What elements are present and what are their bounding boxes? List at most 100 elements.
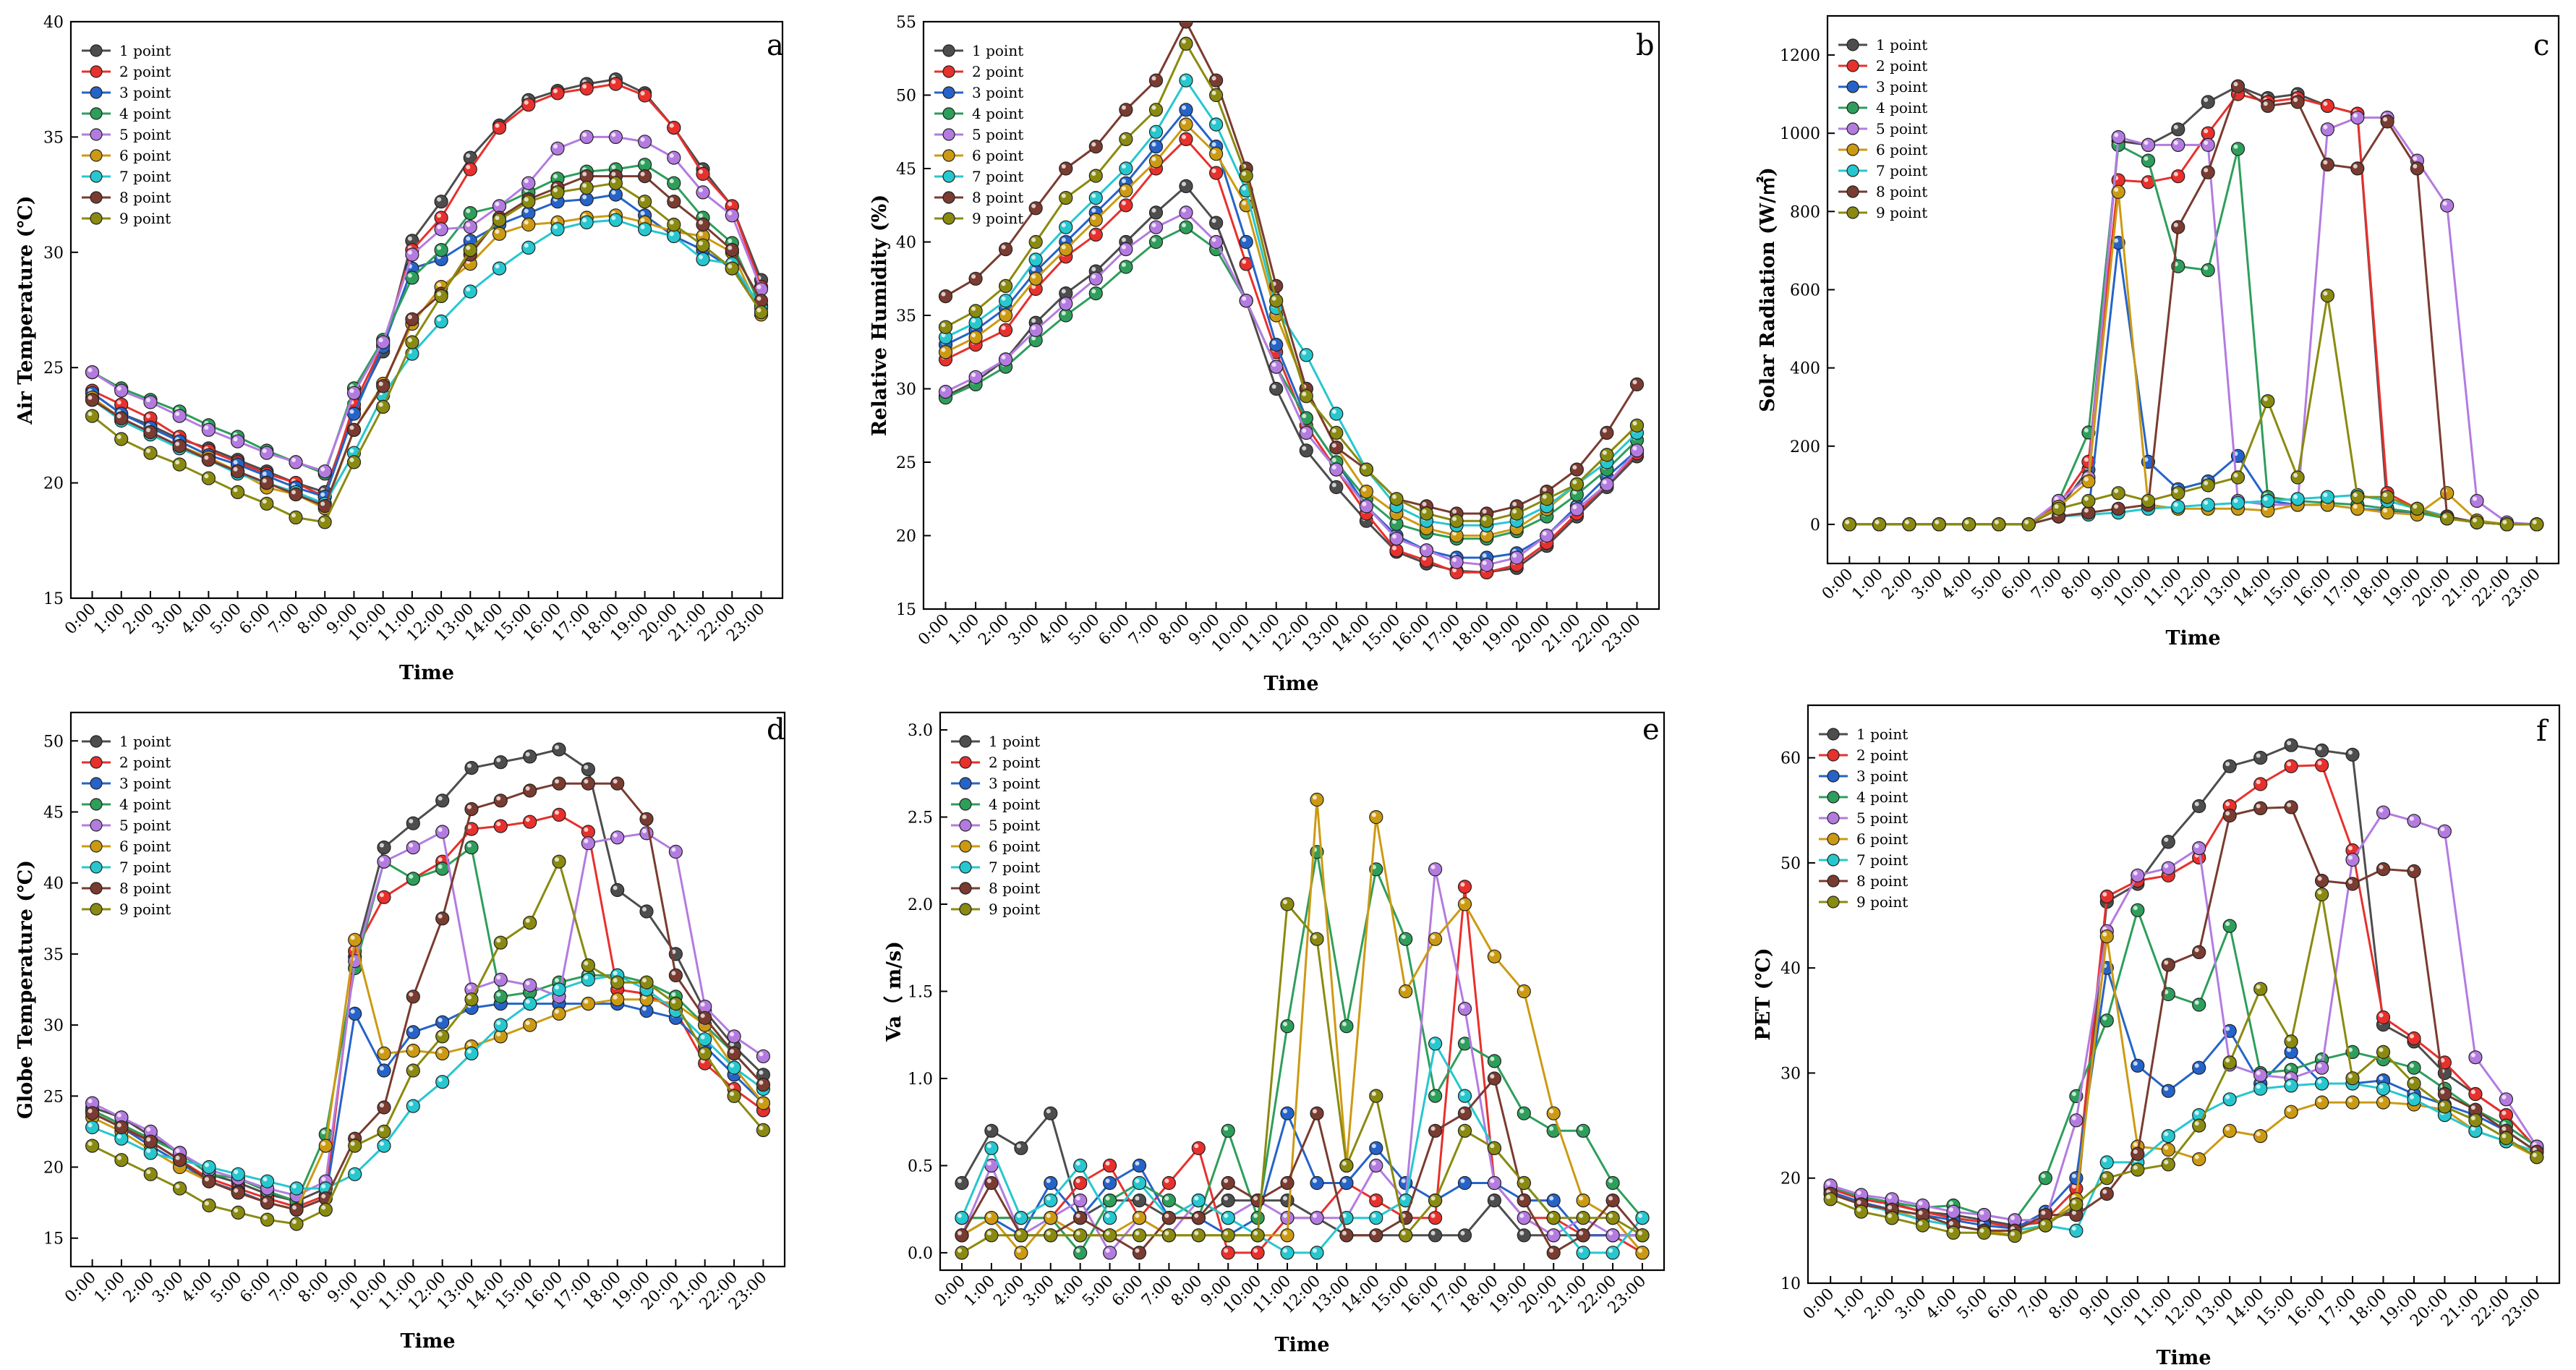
panel-a-data-point <box>696 217 710 232</box>
panel-c-data-point-highlight <box>2383 493 2388 498</box>
panel-a-data-point <box>260 475 274 490</box>
panel-a-data-point <box>608 176 623 190</box>
panel-a-data-point-highlight <box>699 220 703 225</box>
panel-f-data-point <box>2345 852 2360 867</box>
panel-b-data-point-highlight <box>1242 171 1247 176</box>
panel-e-data-point <box>1280 1246 1295 1260</box>
panel-f-data-point-highlight <box>2287 762 2292 767</box>
panel-a-data-point-highlight <box>495 264 500 269</box>
panel-d-data-point <box>85 1106 100 1120</box>
panel-a-data-point-highlight <box>669 153 674 158</box>
panel-c-data-point <box>1872 517 1887 532</box>
panel-a-data-point-highlight <box>437 197 442 202</box>
panel-b-data-point-highlight <box>1302 428 1307 433</box>
panel-a-plot-area <box>85 72 769 529</box>
panel-e-data-point-highlight <box>1371 1196 1376 1201</box>
panel-e-data-point-highlight <box>1016 1144 1021 1149</box>
panel-b-data-point-highlight <box>1091 267 1096 272</box>
panel-a-data-point <box>434 222 448 237</box>
panel-d-legend-marker <box>90 840 103 853</box>
panel-f-xtick-label: 8:00 <box>2046 1285 2084 1324</box>
panel-e-legend-marker <box>959 735 972 748</box>
panel-e-legend-marker <box>959 861 972 874</box>
panel-d-xtick-label: 7:00 <box>266 1269 304 1307</box>
panel-a-data-point-highlight <box>437 213 442 218</box>
panel-e-data-point-highlight <box>1075 1230 1080 1235</box>
panel-e-data-point <box>1457 1106 1472 1120</box>
panel-a-data-point <box>376 379 391 393</box>
panel-e-series-line <box>962 851 1644 1255</box>
panel-f-data-point <box>2099 1013 2114 1028</box>
panel-d-data-point-highlight <box>759 1126 764 1131</box>
panel-a-legend-label: 4 point <box>119 105 171 122</box>
panel-d-data-point-highlight <box>409 1066 414 1071</box>
panel-a-data-point-highlight <box>524 243 529 248</box>
panel-a-data-point-highlight <box>407 273 412 278</box>
panel-b-data-point <box>1359 462 1374 477</box>
panel-f-xlabel: Time <box>2156 1347 2211 1369</box>
panel-b-data-point <box>1269 381 1284 396</box>
panel-b-legend-label: 6 point <box>972 147 1023 164</box>
panel-f-data-point-highlight <box>1949 1221 1953 1226</box>
panel-f-data-point-highlight <box>1856 1207 1861 1212</box>
panel-d-data-point-highlight <box>380 1127 384 1132</box>
panel-f-data-point <box>2222 919 2237 933</box>
panel-e-data-point-highlight <box>1490 1196 1495 1201</box>
panel-b-legend-marker <box>942 212 955 225</box>
panel-e-data-point-highlight <box>1135 1178 1140 1183</box>
panel-e-data-point-highlight <box>1283 1196 1287 1201</box>
panel-d-data-point-highlight <box>321 1205 326 1210</box>
panel-c-ytick-label: 600 <box>1790 282 1820 300</box>
panel-b-data-point-highlight <box>1331 482 1336 488</box>
panel-c-legend-label: 1 point <box>1876 36 1927 54</box>
panel-e-data-point-highlight <box>1075 1196 1080 1201</box>
panel-a-data-point-highlight <box>553 187 558 192</box>
panel-d-data-point-highlight <box>730 1084 735 1089</box>
panel-d-xtick-label: 8:00 <box>295 1269 333 1307</box>
panel-a-data-point <box>463 162 477 176</box>
panel-e-data-point-highlight <box>1371 812 1376 817</box>
panel-f-data-point <box>2345 747 2360 762</box>
panel-a-data-point <box>667 229 681 244</box>
panel-e-data-point <box>955 1228 969 1243</box>
panel-d-data-point-highlight <box>584 961 589 966</box>
panel-f-data-point-highlight <box>2440 1089 2445 1094</box>
panel-b-data-point <box>1028 323 1043 337</box>
panel-a-data-point <box>667 176 681 190</box>
panel-e-data-point <box>1605 1228 1620 1243</box>
panel-f-data-point-highlight <box>2164 1160 2169 1165</box>
panel-c-data-point-highlight <box>2413 163 2418 169</box>
panel-c-data-point <box>2530 517 2544 532</box>
panel-d-data-point <box>493 972 508 987</box>
panel-d-data-point-highlight <box>88 1123 93 1128</box>
panel-b-data-point-highlight <box>1121 135 1126 140</box>
panel-b-data-point-highlight <box>1302 350 1307 355</box>
panel-f-data-point <box>2407 814 2421 828</box>
panel-d-data-point-highlight <box>467 1049 472 1054</box>
panel-c-data-point <box>2111 501 2125 516</box>
panel-d-data-point <box>377 854 391 869</box>
panel-f-data-point-highlight <box>2133 1165 2138 1170</box>
panel-e-data-point <box>1191 1193 1206 1208</box>
panel-f-data-point <box>2376 805 2391 820</box>
panel-a-data-point-highlight <box>466 287 471 292</box>
panel-d-data-point <box>173 1153 187 1167</box>
panel-e-data-point <box>1132 1193 1147 1208</box>
panel-f-data-point-highlight <box>2440 1102 2445 1107</box>
panel-c-data-point <box>2201 263 2215 278</box>
panel-f-data-point-highlight <box>2164 960 2169 965</box>
panel-d-data-point-highlight <box>263 1215 268 1220</box>
panel-a-data-point-highlight <box>233 467 238 472</box>
panel-f-data-point <box>1885 1211 1899 1225</box>
panel-a-data-point <box>405 247 419 262</box>
panel-c-data-point-highlight <box>2293 98 2298 102</box>
panel-e-legend-label: 8 point <box>989 880 1040 897</box>
panel-a-data-point <box>289 510 303 525</box>
panel-b-series-line <box>944 78 1638 527</box>
panel-d-data-point <box>289 1181 304 1196</box>
panel-d-data-point-highlight <box>380 893 384 898</box>
panel-a-data-point-highlight <box>611 80 616 85</box>
panel-e-data-point-highlight <box>1430 1039 1436 1044</box>
panel-f-xtick-label: 5:00 <box>1953 1285 1992 1324</box>
panel-e-data-point-highlight <box>1401 1230 1406 1235</box>
